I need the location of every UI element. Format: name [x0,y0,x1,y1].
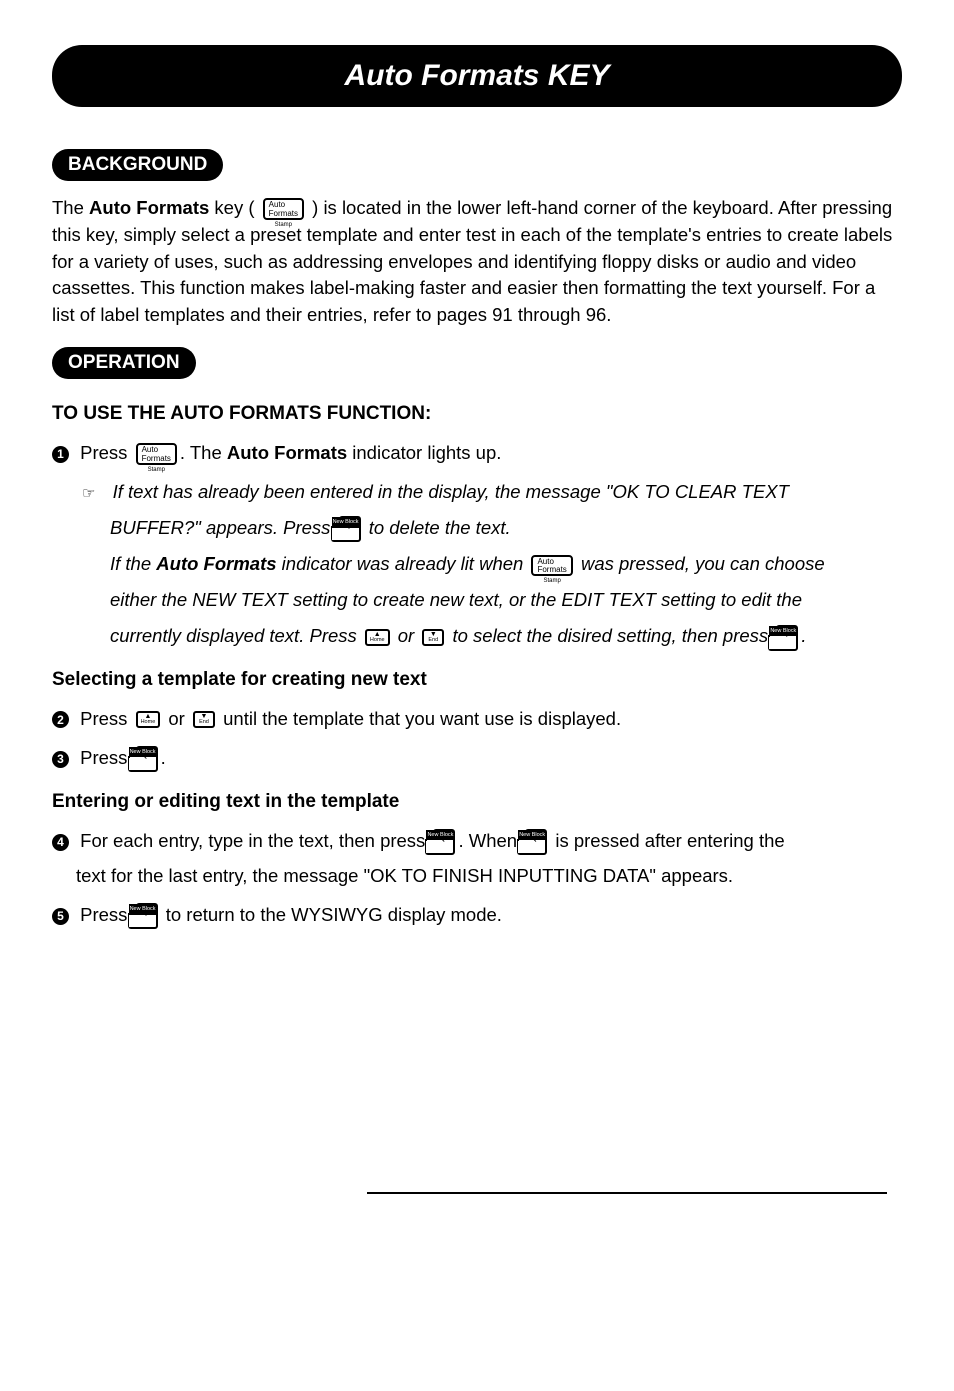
note-text: indicator was already lit when [277,553,529,574]
text: Press [80,904,132,925]
section-label-operation: OPERATION [52,347,196,379]
key-arrow-glyph: ↵ [346,517,355,538]
note-text: If text has already been entered in the … [113,481,789,502]
enter-key-icon: New Block↵ [776,625,798,651]
step-2: 2 Press ▲Home or ▼End until the template… [52,701,902,736]
step-number-icon: 3 [52,751,69,768]
background-paragraph: The Auto Formats key ( AutoFormatsStamp … [52,195,902,329]
step-number-icon: 4 [52,834,69,851]
text: . [161,747,166,768]
text: is pressed after entering the [550,830,784,851]
key-sublabel: Home [141,720,156,726]
auto-formats-key-icon: AutoFormatsStamp [531,555,572,577]
text: Press [80,708,132,729]
step-number-icon: 1 [52,446,69,463]
key-sublabel: Stamp [543,578,560,584]
note-text: to delete the text. [364,517,511,538]
enter-key-icon: New Block↵ [136,903,158,929]
step-3: 3 Press New Block↵. [52,740,902,775]
text: Press [80,747,132,768]
operation-heading: TO USE THE AUTO FORMATS FUNCTION: [52,403,902,425]
text: For each entry, type in the text, then p… [80,830,430,851]
enter-key-icon: New Block↵ [136,746,158,772]
text: or [163,708,190,729]
step-number-icon: 2 [52,711,69,728]
note-block: ☞ If text has already been entered in th… [82,474,902,654]
text: text for the last entry, the message "OK… [76,865,733,886]
text: until the template that you want use is … [218,708,621,729]
enter-key-icon: New Block↵ [433,829,455,855]
step-4: 4 For each entry, type in the text, then… [52,823,902,893]
text: The [52,197,89,218]
up-key-icon: ▲Home [365,629,390,646]
text: key ( [209,197,259,218]
key-label-line: Formats [537,565,566,574]
key-sublabel: Stamp [275,222,292,228]
step-number-icon: 5 [52,908,69,925]
pointer-icon: ☞ [82,485,95,502]
auto-formats-key-icon: AutoFormatsStamp [136,443,177,465]
step-5: 5 Press New Block↵ to return to the WYSI… [52,897,902,932]
section-label-background: BACKGROUND [52,149,223,181]
key-arrow-glyph: ↵ [143,904,152,925]
down-key-icon: ▼End [422,629,444,646]
text: to return to the WYSIWYG display mode. [161,904,502,925]
key-label-line: Formats [269,209,298,218]
key-arrow-glyph: ↵ [143,747,152,768]
note-text: to select the disired setting, then pres… [447,625,773,646]
key-sublabel: Stamp [148,467,165,473]
note-text: currently displayed text. Press [110,625,362,646]
note-text-bold: Auto Formats [156,553,276,574]
text-bold: Auto Formats [89,197,209,218]
text: . When [458,830,522,851]
text: indicator lights up. [347,442,501,463]
step-1: 1 Press AutoFormatsStamp. The Auto Forma… [52,435,902,470]
auto-formats-key-icon: AutoFormatsStamp [263,198,304,220]
note-text: either the NEW TEXT setting to create ne… [110,589,802,610]
footer-rule [367,1192,887,1194]
subheading-entering: Entering or editing text in the template [52,791,902,813]
text: . The [180,442,227,463]
subheading-selecting: Selecting a template for creating new te… [52,669,902,691]
note-text: If the [110,553,156,574]
note-text: was pressed, you can choose [576,553,825,574]
note-text: or [393,625,420,646]
down-key-icon: ▼End [193,711,215,728]
key-sublabel: End [427,638,439,644]
key-arrow-glyph: ↵ [441,830,450,851]
note-text: . [801,625,806,646]
key-arrow-glyph: ↵ [784,625,793,646]
key-sublabel: Home [370,638,385,644]
note-text: BUFFER?" appears. Press [110,517,336,538]
enter-key-icon: New Block↵ [339,516,361,542]
key-label-line: Formats [142,454,171,463]
enter-key-icon: New Block↵ [525,829,547,855]
page-title: Auto Formats KEY [52,45,902,107]
up-key-icon: ▲Home [136,711,161,728]
text-bold: Auto Formats [227,442,347,463]
key-arrow-glyph: ↵ [533,830,542,851]
text: Press [80,442,132,463]
key-sublabel: End [198,720,210,726]
